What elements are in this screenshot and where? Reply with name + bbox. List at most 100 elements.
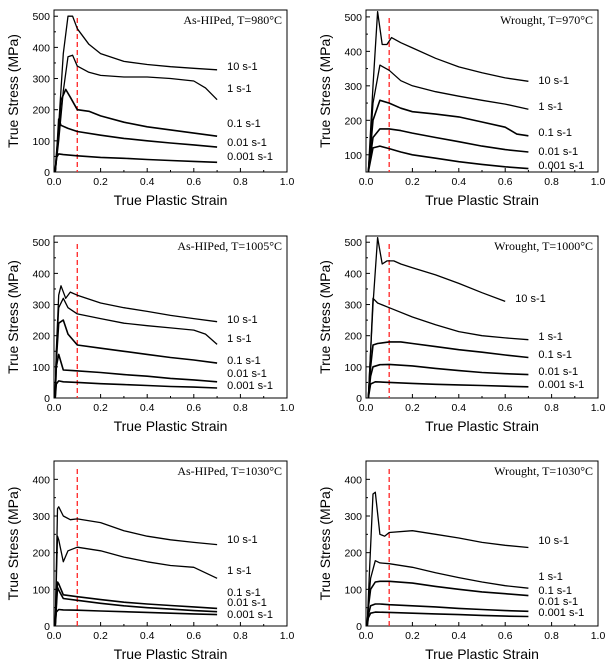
series-line [54, 319, 218, 399]
series-label: 0.001 s-1 [227, 380, 273, 392]
y-tick-label: 500 [32, 237, 50, 249]
y-tick-label: 100 [344, 362, 362, 374]
x-tick-label: 0.2 [93, 402, 108, 414]
series-line [54, 297, 218, 399]
panel-wrought-1000: 0.0 0.2 0.4 0.6 0.8 1.0 0 100 200 300 400 500 10 s-1… [317, 235, 605, 434]
x-tick-label: 1.0 [280, 402, 295, 414]
x-axis-label: True Plastic Strain [425, 646, 539, 662]
series-label: 0.01 s-1 [538, 146, 578, 158]
panel-title: Wrought, T=970°C [500, 13, 593, 27]
x-axis-label: True Plastic Strain [425, 418, 539, 434]
y-tick-label: 200 [344, 548, 362, 560]
x-tick-label: 0.4 [140, 630, 155, 642]
series-label: 0.01 s-1 [538, 366, 578, 378]
series-label: 0.1 s-1 [227, 118, 261, 130]
x-tick-label: 0.4 [451, 176, 466, 188]
series-line [367, 380, 529, 399]
series-label: 10 s-1 [538, 75, 569, 87]
series-label: 0.001 s-1 [538, 379, 584, 391]
series-label: 10 s-1 [227, 61, 258, 73]
x-tick-label: 0.2 [405, 402, 420, 414]
x-tick-label: 1.0 [280, 630, 295, 642]
y-tick-label: 100 [344, 584, 362, 596]
series-label: 0.001 s-1 [227, 609, 273, 621]
series-line [367, 297, 529, 399]
series-label: 1 s-1 [538, 101, 562, 113]
series-label: 0.01 s-1 [227, 597, 267, 609]
x-tick-label: 1.0 [591, 630, 605, 642]
x-tick-label: 0.4 [140, 176, 155, 188]
x-tick-label: 0.4 [451, 402, 466, 414]
x-tick-label: 1.0 [591, 176, 605, 188]
series-line [54, 88, 218, 173]
y-tick-label: 300 [32, 511, 50, 523]
panel-as-hiped-1005: 0.0 0.2 0.4 0.6 0.8 1.0 0 100 200 300 400 500 10 s-1… [5, 235, 295, 434]
series-label: 10 s-1 [538, 535, 569, 547]
y-tick-label: 300 [32, 74, 50, 86]
y-axis-label: True Stress (MPa) [317, 34, 333, 148]
series-label: 0.1 s-1 [227, 355, 261, 367]
series-line [367, 363, 529, 399]
series-line [54, 608, 218, 627]
x-tick-label: 0.4 [451, 630, 466, 642]
series-line [366, 560, 529, 627]
x-tick-label: 0.4 [140, 402, 155, 414]
series-label: 0.1 s-1 [538, 349, 572, 361]
series-line [366, 611, 529, 627]
series-line [54, 586, 218, 627]
y-tick-label: 200 [32, 105, 50, 117]
y-tick-label: 400 [344, 474, 362, 486]
y-tick-label: 0 [44, 621, 50, 633]
x-tick-label: 0.2 [93, 630, 108, 642]
series-line [54, 380, 218, 399]
x-tick-label: 0.0 [47, 402, 62, 414]
y-tick-label: 400 [32, 268, 50, 280]
series-label: 0.001 s-1 [227, 151, 273, 163]
y-tick-label: 400 [32, 42, 50, 54]
y-tick-label: 400 [32, 474, 50, 486]
y-tick-label: 200 [344, 115, 362, 127]
x-tick-label: 0.0 [359, 402, 374, 414]
series-line [54, 353, 218, 399]
series-line [54, 54, 218, 173]
series-label: 0.1 s-1 [538, 127, 572, 139]
y-axis-label: True Stress (MPa) [317, 260, 333, 374]
panel-as-hiped-1030: 0.0 0.2 0.4 0.6 0.8 1.0 0 100 200 300 400 10 s-1 1 s… [5, 460, 295, 662]
x-tick-label: 0.8 [233, 176, 248, 188]
y-tick-label: 0 [356, 621, 362, 633]
y-tick-label: 100 [32, 362, 50, 374]
x-tick-label: 0.6 [498, 630, 513, 642]
series-label: 10 s-1 [227, 534, 258, 546]
series-line [367, 99, 529, 173]
y-axis-label: True Stress (MPa) [317, 487, 333, 601]
x-tick-label: 0.0 [359, 176, 374, 188]
x-tick-label: 0.0 [47, 176, 62, 188]
x-axis-label: True Plastic Strain [114, 418, 228, 434]
x-tick-label: 1.0 [591, 402, 605, 414]
x-tick-label: 0.2 [93, 176, 108, 188]
y-tick-label: 500 [344, 237, 362, 249]
series-line [366, 603, 529, 627]
x-tick-label: 0.6 [186, 630, 201, 642]
y-tick-label: 300 [32, 300, 50, 312]
x-tick-label: 0.2 [405, 176, 420, 188]
series-label: 0.01 s-1 [538, 596, 578, 608]
x-tick-label: 0.8 [544, 176, 559, 188]
y-tick-label: 200 [32, 331, 50, 343]
y-tick-label: 300 [344, 300, 362, 312]
y-tick-label: 0 [356, 393, 362, 405]
y-tick-label: 400 [344, 46, 362, 58]
series-label: 1 s-1 [227, 333, 251, 345]
y-tick-label: 400 [344, 268, 362, 280]
y-axis-label: True Stress (MPa) [5, 487, 21, 601]
series-line [367, 64, 529, 173]
panel-wrought-970: 0.0 0.2 0.4 0.6 0.8 1.0 100 200 300 400 500 10 s-1 1… [317, 9, 605, 208]
series-line [367, 11, 529, 173]
x-tick-label: 1.0 [280, 176, 295, 188]
series-label: 0.1 s-1 [227, 587, 261, 599]
panel-title: Wrought, T=1000°C [494, 239, 593, 253]
x-tick-label: 0.8 [544, 630, 559, 642]
series-line [367, 128, 529, 173]
y-tick-label: 100 [32, 136, 50, 148]
series-line [54, 506, 218, 627]
